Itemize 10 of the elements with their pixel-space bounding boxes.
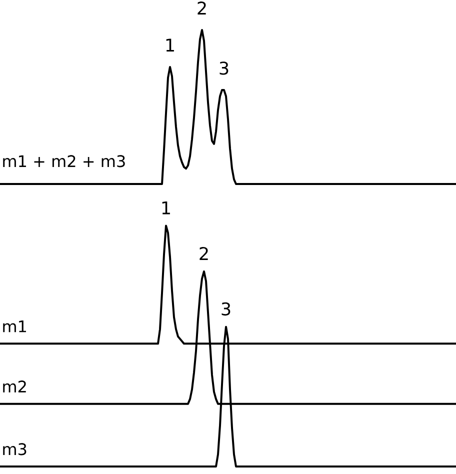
series-label: m1 bbox=[3, 320, 26, 332]
annotation: 1 bbox=[166, 38, 174, 52]
annotation: 3 bbox=[222, 302, 230, 316]
series-label: m1 + m2 + m3 bbox=[3, 155, 125, 168]
series-label: m2 bbox=[3, 380, 26, 392]
text: 1 bbox=[162, 201, 170, 214]
text: 2 bbox=[198, 2, 206, 14]
annotation: 3 bbox=[220, 62, 228, 75]
annotation: 2 bbox=[200, 246, 208, 260]
series-label: m3 bbox=[3, 443, 26, 456]
